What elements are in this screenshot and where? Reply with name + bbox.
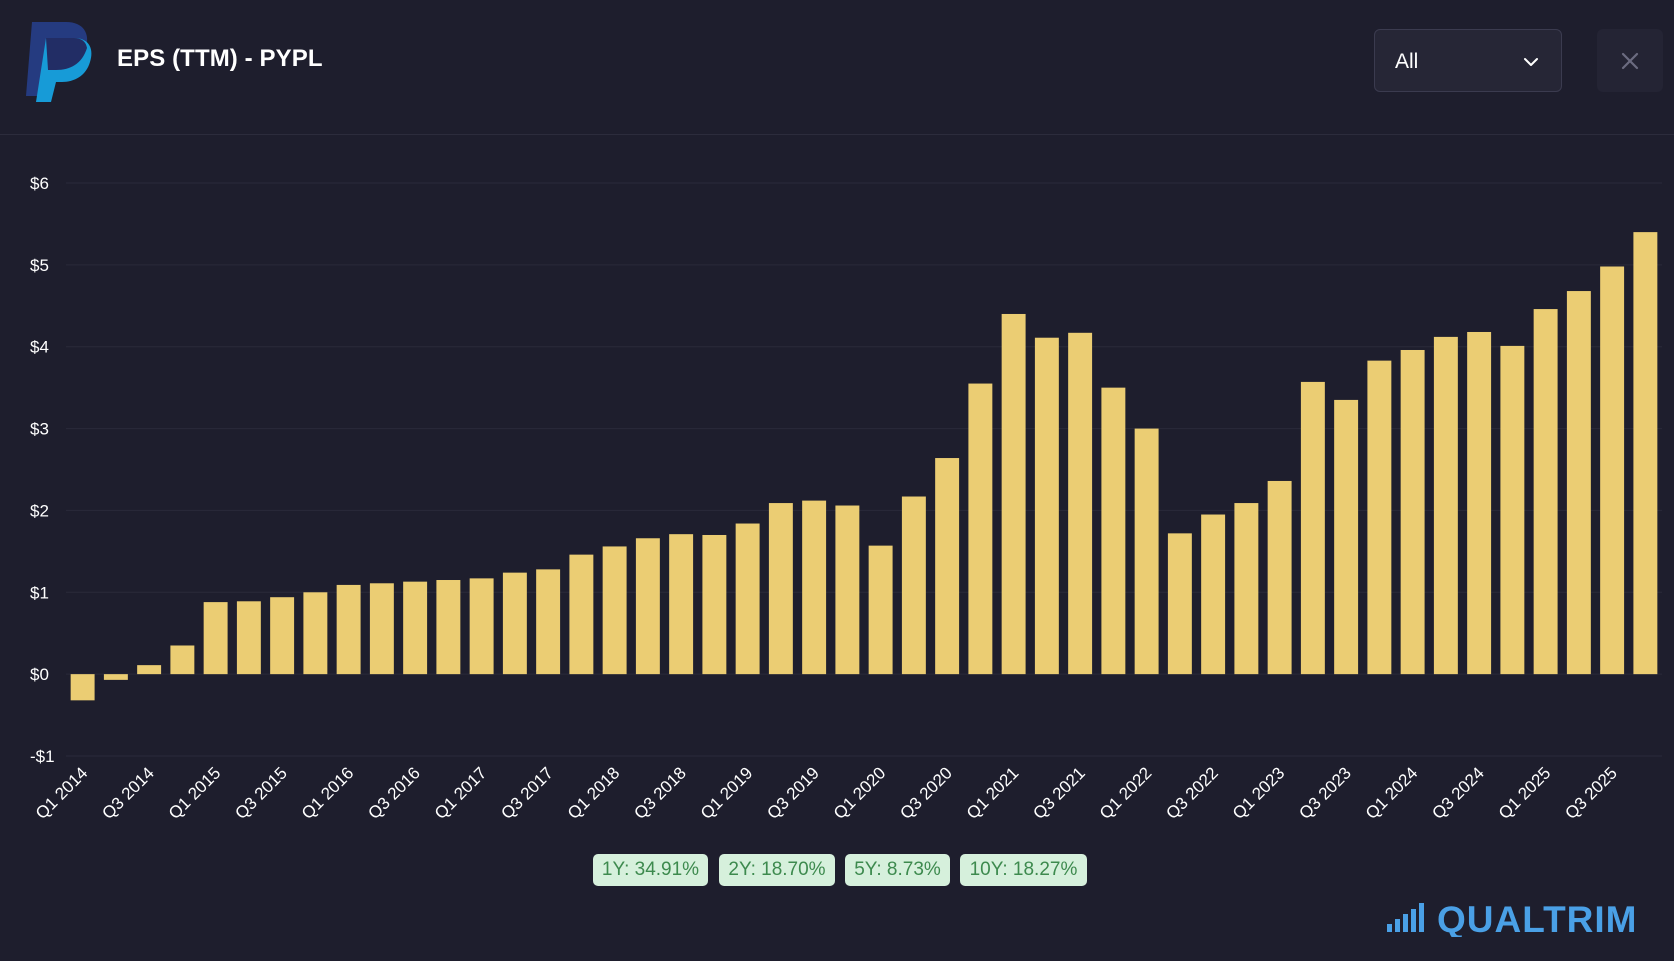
x-tick-label: Q3 2019 <box>763 763 823 823</box>
x-tick-label: Q3 2015 <box>231 763 291 823</box>
bar-q4-2018[interactable] <box>702 534 727 675</box>
bar-q3-2017[interactable] <box>536 569 561 675</box>
bar-q2-2022[interactable] <box>1167 533 1192 675</box>
y-tick-label: -$1 <box>30 747 55 766</box>
x-tick-label: Q3 2017 <box>497 763 557 823</box>
x-tick-label: Q1 2016 <box>298 763 358 823</box>
bar-q2-2015[interactable] <box>236 601 261 675</box>
bar-q4-2022[interactable] <box>1234 503 1259 675</box>
bar-q1-2022[interactable] <box>1134 428 1159 675</box>
bar-q1-2019[interactable] <box>735 523 760 675</box>
growth-badges: 1Y: 34.91% 2Y: 18.70% 5Y: 8.73% 10Y: 18.27% <box>0 854 1674 888</box>
x-tick-label: Q1 2022 <box>1096 763 1156 823</box>
range-select-value: All <box>1395 50 1419 73</box>
bar-q4-2016[interactable] <box>436 580 461 675</box>
x-tick-label: Q3 2022 <box>1162 763 1222 823</box>
growth-badge: 10Y: 18.27% <box>960 854 1087 886</box>
x-tick-label: Q1 2015 <box>165 763 225 823</box>
x-tick-label: Q1 2017 <box>431 763 491 823</box>
signal-bars-icon <box>1387 903 1424 932</box>
range-select[interactable]: All <box>1374 29 1562 92</box>
x-tick-label: Q1 2019 <box>697 763 757 823</box>
x-tick-label: Q3 2024 <box>1428 763 1488 823</box>
bar-q2-2024[interactable] <box>1433 336 1458 675</box>
bar-q4-2024[interactable] <box>1500 345 1525 675</box>
x-tick-label: Q1 2023 <box>1229 763 1289 823</box>
bar-q1-2024[interactable] <box>1400 349 1425 675</box>
bar-q4-2017[interactable] <box>569 554 594 675</box>
y-tick-label: $0 <box>30 665 49 684</box>
bar-q1-2014[interactable] <box>70 674 95 701</box>
bar-q1-2025[interactable] <box>1533 309 1558 675</box>
x-tick-label: Q3 2016 <box>364 763 424 823</box>
bar-q2-2017[interactable] <box>502 572 527 675</box>
bar-q3-2024[interactable] <box>1467 331 1492 675</box>
bar-q2-2020[interactable] <box>901 496 926 675</box>
bar-q1-2016[interactable] <box>336 584 361 675</box>
bar-q3-2015[interactable] <box>270 597 295 675</box>
bar-q3-2014[interactable] <box>137 665 162 675</box>
page-title: EPS (TTM) - PYPL <box>117 45 323 72</box>
x-tick-label: Q3 2014 <box>98 763 158 823</box>
growth-badge: 2Y: 18.70% <box>719 854 835 886</box>
bar-q3-2023[interactable] <box>1334 399 1359 675</box>
x-tick-label: Q3 2018 <box>630 763 690 823</box>
x-tick-label: Q3 2023 <box>1295 763 1355 823</box>
bar-q2-2021[interactable] <box>1034 337 1059 675</box>
y-tick-label: $1 <box>30 583 49 602</box>
x-tick-label: Q3 2021 <box>1029 763 1089 823</box>
x-tick-label: Q1 2018 <box>564 763 624 823</box>
bar-q4-2021[interactable] <box>1101 387 1126 675</box>
bar-q1-2018[interactable] <box>602 546 627 675</box>
paypal-logo <box>26 22 92 102</box>
bar-q4-2025[interactable] <box>1633 232 1658 675</box>
chevron-down-icon <box>1524 58 1538 66</box>
bar-q1-2017[interactable] <box>469 578 494 675</box>
qualtrim-brand: QUALTRIM <box>1387 899 1638 937</box>
bar-q4-2015[interactable] <box>303 592 328 675</box>
bar-q4-2014[interactable] <box>170 645 195 675</box>
bar-q1-2020[interactable] <box>868 545 893 675</box>
bar-q2-2014[interactable] <box>103 674 128 680</box>
y-tick-label: $3 <box>30 420 49 439</box>
bar-q3-2025[interactable] <box>1600 266 1625 675</box>
close-icon <box>1621 52 1639 70</box>
y-tick-label: $6 <box>30 174 49 193</box>
bar-q3-2018[interactable] <box>669 534 694 675</box>
bar-q3-2019[interactable] <box>802 500 827 675</box>
bar-q3-2020[interactable] <box>935 458 960 675</box>
bar-q3-2022[interactable] <box>1201 514 1226 675</box>
bar-q3-2021[interactable] <box>1068 332 1093 675</box>
bar-q2-2025[interactable] <box>1566 291 1591 675</box>
bar-q4-2020[interactable] <box>968 383 993 675</box>
x-tick-label: Q1 2021 <box>963 763 1023 823</box>
bar-q2-2016[interactable] <box>369 583 394 675</box>
growth-badge: 5Y: 8.73% <box>845 854 950 886</box>
y-tick-label: $4 <box>30 338 49 357</box>
bar-q3-2016[interactable] <box>403 581 428 675</box>
y-tick-label: $2 <box>30 501 49 520</box>
bar-q4-2019[interactable] <box>835 505 860 675</box>
close-button[interactable] <box>1597 29 1663 92</box>
x-tick-label: Q1 2024 <box>1362 763 1422 823</box>
brand-name: QUALTRIM <box>1437 899 1638 937</box>
bar-q1-2021[interactable] <box>1001 313 1026 675</box>
x-tick-label: Q3 2025 <box>1561 763 1621 823</box>
eps-bar-chart: -$1$0$1$2$3$4$5$6Q1 2014 Q3 2014 Q1 2015 Q3… <box>30 174 1662 823</box>
x-tick-label: Q3 2020 <box>896 763 956 823</box>
x-tick-label: Q1 2014 <box>32 763 92 823</box>
y-tick-label: $5 <box>30 256 49 275</box>
bar-q2-2018[interactable] <box>635 538 660 675</box>
bar-q2-2023[interactable] <box>1300 381 1325 675</box>
growth-badge: 1Y: 34.91% <box>593 854 708 886</box>
bar-q4-2023[interactable] <box>1367 360 1392 675</box>
bar-q1-2015[interactable] <box>203 602 228 675</box>
modal-header: EPS (TTM) - PYPL All <box>0 0 1674 135</box>
x-tick-label: Q1 2025 <box>1495 763 1555 823</box>
bar-q1-2023[interactable] <box>1267 480 1292 675</box>
x-tick-label: Q1 2020 <box>830 763 890 823</box>
bar-q2-2019[interactable] <box>768 503 793 675</box>
